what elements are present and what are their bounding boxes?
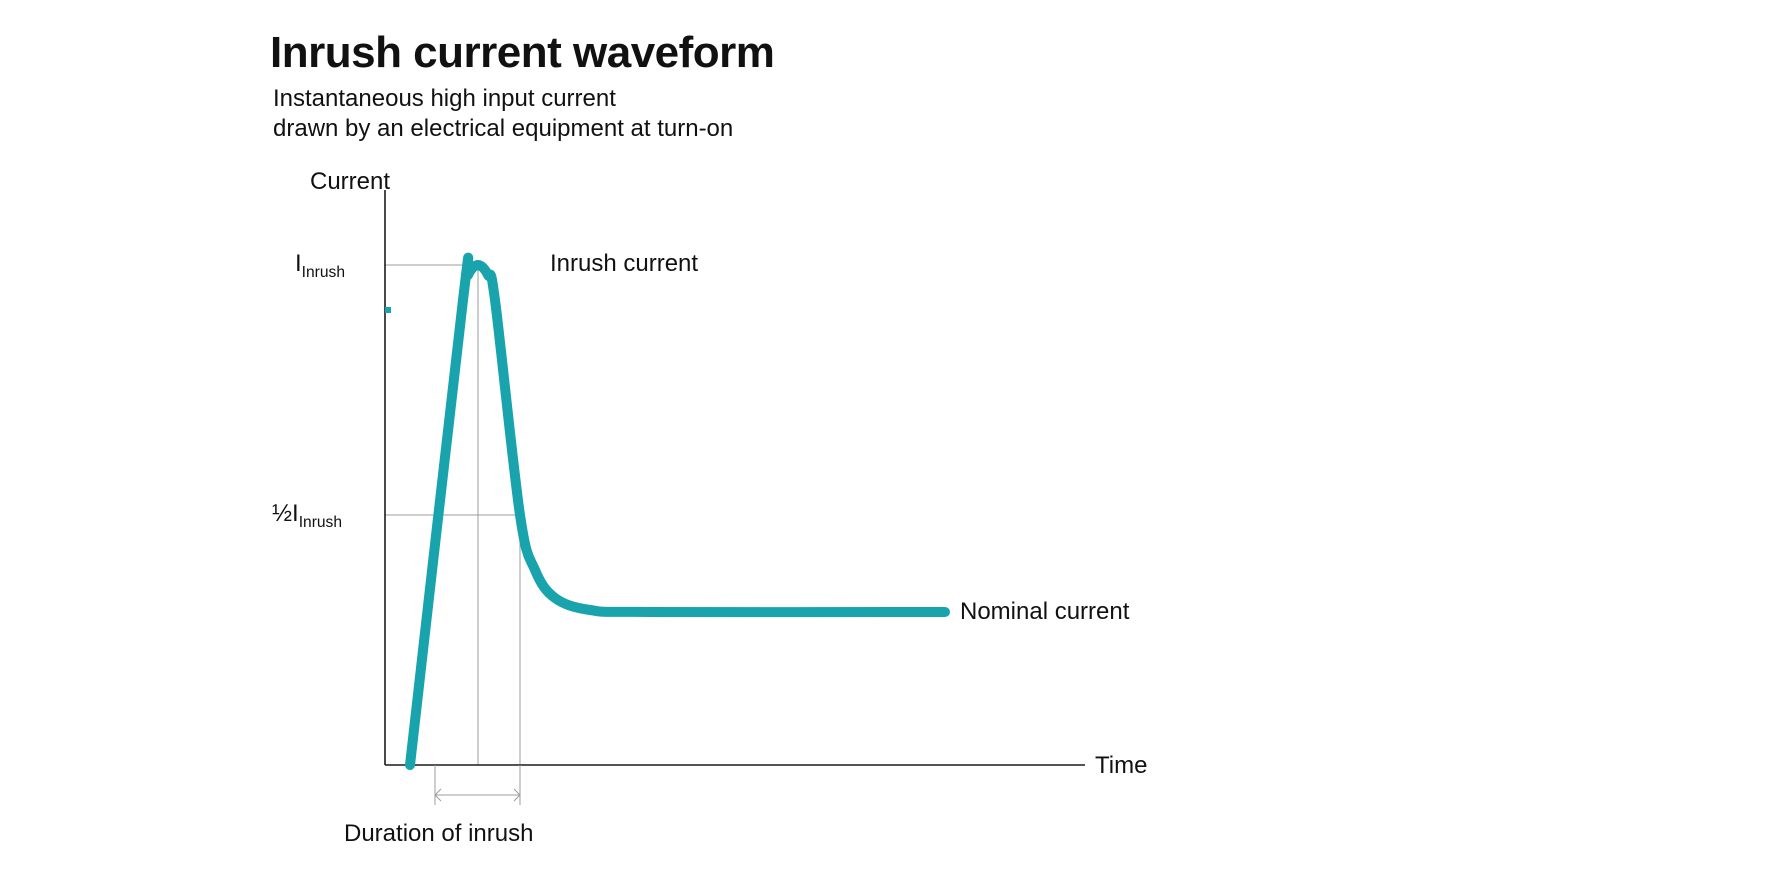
annotation-nominal: Nominal current [960, 598, 1129, 626]
annotation-peak: Inrush current [550, 250, 698, 278]
axis-dot-marker [385, 307, 391, 313]
chart-svg [0, 0, 1772, 883]
y-tick-label-half: ½IInrush [272, 500, 342, 532]
x-axis-label: Time [1095, 752, 1147, 780]
y-tick-label-full: IInrush [295, 250, 345, 282]
figure-canvas: Inrush current waveform Instantaneous hi… [0, 0, 1772, 883]
duration-marker-group [435, 765, 520, 805]
y-axis-label: Current [310, 168, 390, 196]
annotation-duration: Duration of inrush [344, 820, 533, 848]
waveform-curve [410, 258, 945, 765]
